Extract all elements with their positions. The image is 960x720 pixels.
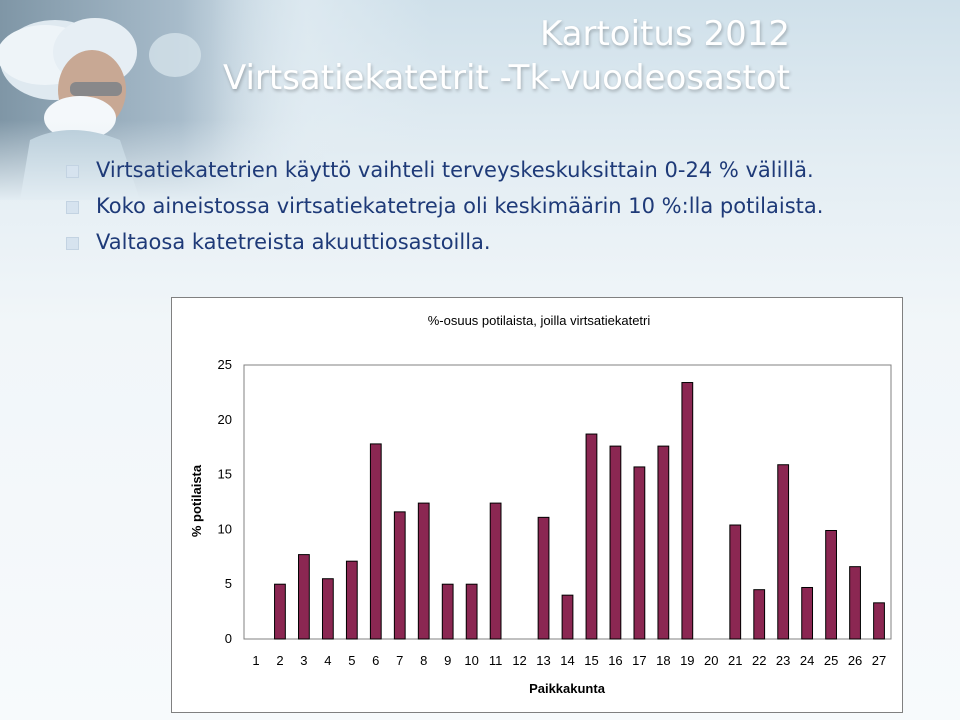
bar-16: [609, 445, 622, 640]
x-tick-label: 5: [348, 653, 355, 668]
bar-21: [729, 524, 742, 640]
chart-frame: %-osuus potilaista, joilla virtsatiekate…: [171, 297, 903, 713]
bullet-item: Koko aineistossa virtsatiekatetreja oli …: [62, 188, 942, 224]
bar-4: [321, 578, 334, 640]
x-tick-label: 26: [848, 653, 862, 668]
x-tick-label: 14: [560, 653, 574, 668]
bar-22: [753, 589, 766, 640]
x-tick-label: 11: [489, 653, 503, 668]
title-line-1: Kartoitus 2012: [539, 14, 790, 54]
bullet-text: Koko aineistossa virtsatiekatetreja oli …: [96, 194, 824, 218]
y-tick-label: 15: [218, 467, 232, 482]
x-tick-label: 22: [752, 653, 766, 668]
bar-24: [801, 586, 814, 640]
y-tick-labels: 0 5 10 15 20 25: [218, 357, 232, 646]
square-bullet-icon: [66, 237, 79, 250]
x-tick-label: 4: [324, 653, 331, 668]
bullet-item: Valtaosa katetreista akuuttiosastoilla.: [62, 224, 942, 260]
bar-14: [561, 594, 574, 640]
x-tick-label: 25: [824, 653, 838, 668]
bar-6: [369, 443, 382, 640]
bullet-text: Virtsatiekatetrien käyttö vaihteli terve…: [96, 158, 814, 182]
y-tick-label: 25: [218, 357, 232, 372]
x-tick-label: 12: [512, 653, 526, 668]
bar-25: [825, 529, 837, 640]
bullet-item: Virtsatiekatetrien käyttö vaihteli terve…: [62, 152, 942, 188]
x-tick-label: 2: [276, 653, 283, 668]
bar-5: [345, 560, 358, 640]
x-tick-label: 10: [464, 653, 478, 668]
x-axis-label: Paikkakunta: [529, 681, 606, 696]
y-tick-label: 0: [225, 631, 232, 646]
x-tick-label: 17: [632, 653, 646, 668]
bar-26: [849, 566, 861, 640]
title-line-2: Virtsatiekatetrit -Tk-vuodeosastot: [222, 58, 790, 98]
bar-10: [465, 583, 478, 640]
bullet-text: Valtaosa katetreista akuuttiosastoilla.: [96, 230, 491, 254]
bar-18: [657, 445, 670, 640]
chart-title: %-osuus potilaista, joilla virtsatiekate…: [428, 313, 651, 328]
bar-13: [537, 516, 550, 640]
x-tick-label: 21: [728, 653, 742, 668]
bar-23: [777, 464, 790, 640]
bar-2: [274, 583, 286, 640]
bar-19: [681, 382, 694, 640]
bar-7: [393, 511, 406, 640]
square-bullet-icon: [66, 165, 79, 178]
x-tick-label: 23: [776, 653, 790, 668]
bars: [274, 382, 885, 640]
y-axis-label: % potilaista: [189, 464, 204, 537]
x-tick-label: 19: [680, 653, 694, 668]
y-tick-label: 20: [218, 412, 232, 427]
x-tick-label: 16: [608, 653, 622, 668]
x-tick-label: 7: [396, 653, 403, 668]
bar-15: [585, 433, 598, 640]
x-tick-label: 3: [300, 653, 307, 668]
x-tick-label: 13: [536, 653, 550, 668]
x-tick-label: 20: [704, 653, 718, 668]
x-tick-labels: 1 2 3 4 5 6 7 8 9 10 11 12 13 14 15 16 17 18 19 20 21 22 23 24 2…: [252, 653, 886, 668]
x-tick-label: 27: [872, 653, 886, 668]
x-tick-label: 1: [252, 653, 259, 668]
square-bullet-icon: [66, 201, 79, 214]
bar-9: [441, 583, 454, 640]
bar-11: [489, 502, 502, 640]
bar-3: [298, 554, 310, 640]
bar-chart: %-osuus potilaista, joilla virtsatiekate…: [189, 313, 892, 696]
bullet-list: Virtsatiekatetrien käyttö vaihteli terve…: [62, 152, 942, 260]
bar-27: [873, 602, 885, 640]
bar-17: [633, 466, 646, 640]
y-tick-label: 5: [225, 576, 232, 591]
bar-8: [417, 502, 430, 640]
y-tick-label: 10: [218, 521, 232, 536]
x-tick-label: 15: [584, 653, 598, 668]
x-tick-label: 6: [372, 653, 379, 668]
x-tick-label: 24: [800, 653, 814, 668]
x-tick-label: 9: [444, 653, 451, 668]
x-tick-label: 18: [656, 653, 670, 668]
x-tick-label: 8: [420, 653, 427, 668]
